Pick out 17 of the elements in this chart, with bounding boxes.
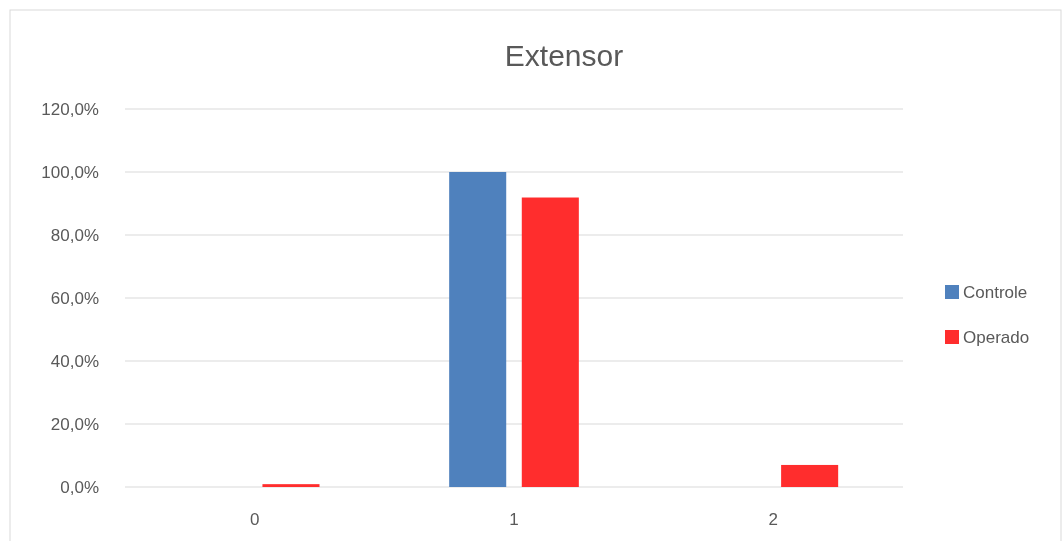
bar <box>521 197 579 487</box>
x-tick-label: 2 <box>768 510 779 529</box>
y-tick-label: 40,0% <box>50 351 99 371</box>
legend-label: Controle <box>963 282 1028 302</box>
y-tick-label: 80,0% <box>50 225 99 245</box>
chart-title: Extensor <box>504 39 624 72</box>
bar <box>262 484 320 487</box>
y-tick-label: 100,0% <box>41 162 99 182</box>
x-tick-label: 0 <box>249 510 260 529</box>
x-tick-label: 1 <box>509 510 519 529</box>
bar <box>449 172 507 487</box>
y-tick-label: 60,0% <box>50 288 99 308</box>
y-tick-label: 20,0% <box>50 414 99 434</box>
legend-label: Operado <box>963 327 1030 347</box>
y-tick-label: 120,0% <box>41 99 99 119</box>
bar <box>781 464 839 487</box>
y-tick-label: 0,0% <box>60 477 99 497</box>
